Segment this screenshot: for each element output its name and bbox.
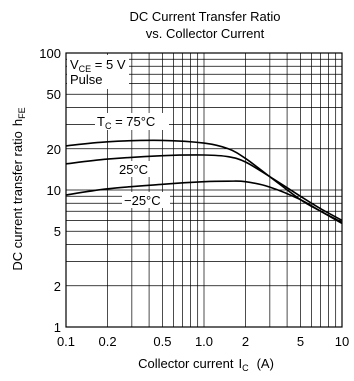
y-tick-label: 20 — [47, 142, 61, 157]
x-tick-label: 5 — [297, 334, 304, 349]
series-label-minus25c-background — [122, 192, 170, 208]
chart-title-line1: DC Current Transfer Ratio — [130, 9, 281, 24]
series-line-25c — [65, 154, 343, 222]
y-axis-label-subscript: FE — [17, 107, 27, 119]
grid-lines — [66, 53, 342, 327]
y-tick-label: 50 — [47, 87, 61, 102]
x-tick-label: 10 — [335, 334, 349, 349]
series-label-75c-value: = 75°C — [111, 114, 155, 129]
conditions-vce-subscript: CE — [79, 64, 92, 74]
y-tick-label: 100 — [39, 46, 61, 61]
x-tick-label: 2 — [242, 334, 249, 349]
x-axis-label-symbol: I — [238, 356, 242, 371]
y-tick-label: 2 — [54, 279, 61, 294]
series-label-75c: TC = 75°C — [95, 113, 169, 131]
y-tick-label: 10 — [47, 183, 61, 198]
x-axis-label-subscript: C — [242, 363, 249, 373]
series-label-75c-symbol: T — [97, 114, 105, 129]
series-label-25c-text: 25°C — [119, 162, 148, 177]
series-label-75c-background — [95, 113, 169, 130]
x-tick-label: 0.1 — [57, 334, 75, 349]
x-axis-label: Collector current IC (A) — [138, 356, 274, 373]
x-tick-label: 0.2 — [99, 334, 117, 349]
x-tick-label: 1.0 — [195, 334, 213, 349]
y-tick-label: 5 — [54, 224, 61, 239]
y-axis-label: DC current transfer ratio hFE — [10, 107, 27, 270]
series-label-minus25c-text: −25°C — [124, 193, 161, 208]
x-axis-label-unit: (A) — [257, 356, 274, 371]
series-label-25c: 25°C — [117, 161, 155, 177]
conditions-mode: Pulse — [70, 72, 103, 87]
conditions-vce: VCE = 5 V — [70, 57, 126, 74]
y-axis-label-symbol: h — [10, 119, 25, 126]
data-series — [65, 139, 343, 225]
chart-title-line2: vs. Collector Current — [146, 26, 265, 41]
conditions-label-background — [67, 55, 129, 89]
conditions-vce-symbol: V — [70, 57, 79, 72]
conditions-vce-value: = 5 V — [91, 57, 126, 72]
series-label-minus25c: −25°C — [122, 192, 170, 208]
x-axis-label-text: Collector current — [138, 356, 234, 371]
series-label-75c-subscript: C — [105, 121, 112, 131]
tick-labels: 0.1 0.2 0.5 1.0 2 5 10 1 2 5 10 20 50 100 — [39, 46, 349, 349]
plot-frame — [65, 52, 343, 328]
series-line-minus25c — [65, 180, 343, 225]
series-label-25c-background — [117, 161, 155, 177]
y-axis-label-text: DC current transfer ratio — [10, 131, 25, 270]
series-label-75c-text: TC = 75°C — [97, 114, 155, 131]
x-tick-label: 0.5 — [153, 334, 171, 349]
y-tick-label: 1 — [54, 320, 61, 335]
